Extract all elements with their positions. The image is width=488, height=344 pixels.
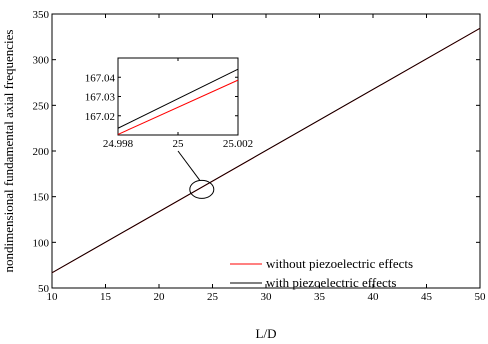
x-tick-label: 15 bbox=[100, 291, 112, 303]
y-axis-label: nondimensional fundamental axial frequen… bbox=[1, 30, 16, 273]
inset-x-tick-label: 25 bbox=[173, 138, 185, 150]
x-tick-label: 40 bbox=[368, 291, 380, 303]
inset-series-line-0 bbox=[117, 79, 239, 135]
y-tick-label: 300 bbox=[33, 55, 50, 67]
y-tick-label: 200 bbox=[33, 146, 50, 158]
x-axis-label: L/D bbox=[256, 326, 277, 341]
zoom-pointer-line bbox=[177, 150, 201, 181]
y-tick-label: 50 bbox=[38, 283, 50, 295]
x-tick-label: 25 bbox=[207, 291, 219, 303]
legend-label-with: with piezoelectric effects bbox=[266, 275, 396, 290]
main-ticks: 10 15 20 25 30 35 40 45 50 50 100 150 200 250 300 350 bbox=[33, 9, 487, 303]
inset-x-tick-label: 25.002 bbox=[223, 138, 253, 150]
x-tick-label: 10 bbox=[47, 291, 59, 303]
y-tick-label: 100 bbox=[33, 237, 50, 249]
series-line-1 bbox=[51, 27, 481, 274]
y-tick-label: 350 bbox=[33, 9, 50, 21]
x-tick-label: 20 bbox=[154, 291, 166, 303]
inset-y-tick-label: 167.02 bbox=[85, 111, 115, 123]
y-tick-label: 150 bbox=[33, 192, 50, 204]
x-tick-label: 50 bbox=[475, 291, 487, 303]
zoom-region-ellipse bbox=[189, 179, 215, 199]
legend: without piezoelectric effects with piezo… bbox=[230, 256, 413, 290]
legend-label-without: without piezoelectric effects bbox=[266, 256, 413, 271]
x-tick-label: 45 bbox=[421, 291, 433, 303]
x-tick-label: 30 bbox=[261, 291, 273, 303]
inset-y-tick-label: 167.04 bbox=[85, 72, 116, 84]
inset-plot: 24.998 25 25.002 167.02 167.03 167.04 bbox=[85, 57, 253, 150]
inset-frame bbox=[117, 57, 239, 136]
inset-y-tick-label: 167.03 bbox=[85, 92, 116, 104]
inset-x-tick-label: 24.998 bbox=[103, 138, 134, 150]
main-series bbox=[51, 27, 481, 274]
inset-series-line-1 bbox=[117, 68, 239, 129]
y-tick-label: 250 bbox=[33, 100, 50, 112]
x-tick-label: 35 bbox=[314, 291, 326, 303]
